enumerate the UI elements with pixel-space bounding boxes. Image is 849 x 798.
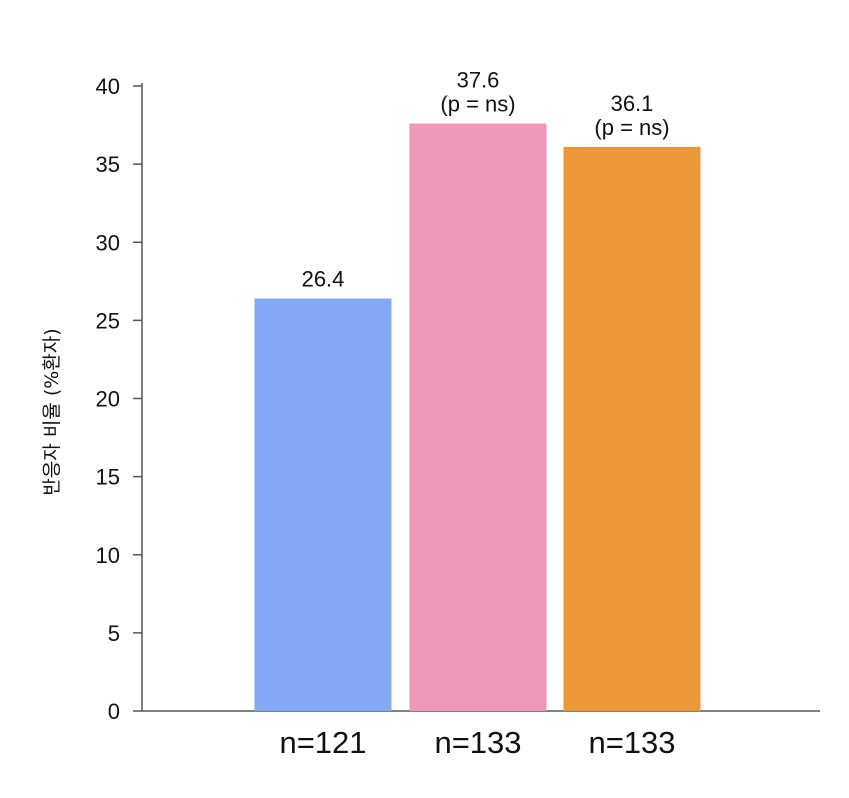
y-tick-label: 20 — [96, 387, 120, 412]
category-label: n=133 — [588, 725, 675, 760]
y-axis-label: 반응자 비율 (%환자) — [41, 328, 63, 495]
y-tick-label: 5 — [108, 621, 120, 646]
y-tick-label: 30 — [96, 230, 120, 255]
bar-value-label: 37.6 — [457, 68, 500, 93]
category-labels: n=121 n=133 n=133 — [279, 725, 675, 760]
bars — [254, 123, 701, 711]
y-tick-label: 35 — [96, 152, 120, 177]
bar — [563, 146, 701, 711]
bar-value-label: 26.4 — [302, 267, 345, 292]
y-tick-label: 0 — [108, 699, 120, 724]
bar — [409, 123, 547, 711]
bar-significance-label: (p = ns) — [440, 92, 515, 117]
y-tick-label: 40 — [96, 74, 120, 99]
category-label: n=133 — [434, 725, 521, 760]
y-ticks: 0 5 10 15 20 25 30 35 40 — [96, 74, 142, 724]
y-tick-label: 25 — [96, 308, 120, 333]
bar-value-label: 36.1 — [611, 91, 654, 116]
y-tick-label: 10 — [96, 543, 120, 568]
bar-significance-label: (p = ns) — [594, 115, 669, 140]
y-tick-label: 15 — [96, 465, 120, 490]
data-labels: 26.437.6(p = ns) 36.1(p = ns) — [302, 68, 670, 292]
category-label: n=121 — [279, 725, 366, 760]
bar — [254, 298, 392, 711]
